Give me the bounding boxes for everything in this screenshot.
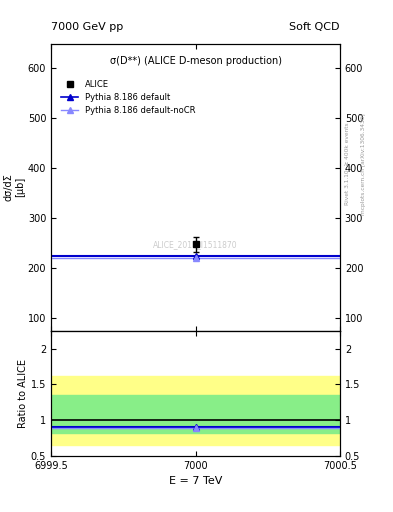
Legend: ALICE, Pythia 8.186 default, Pythia 8.186 default-noCR: ALICE, Pythia 8.186 default, Pythia 8.18… [58, 76, 198, 118]
Text: mcplots.cern.ch [arXiv:1306.3436]: mcplots.cern.ch [arXiv:1306.3436] [361, 113, 366, 215]
Text: ALICE_2017_I1511870: ALICE_2017_I1511870 [153, 240, 238, 249]
Text: Rivet 3.1.10, ≥ 400k events: Rivet 3.1.10, ≥ 400k events [345, 122, 350, 205]
Bar [51, 376, 340, 445]
Y-axis label: dσ/dΣ
[µb]: dσ/dΣ [µb] [4, 173, 25, 201]
Text: Soft QCD: Soft QCD [290, 22, 340, 32]
Text: σ(D**) (ALICE D-meson production): σ(D**) (ALICE D-meson production) [110, 56, 281, 67]
Y-axis label: Ratio to ALICE: Ratio to ALICE [18, 359, 28, 428]
X-axis label: E = 7 TeV: E = 7 TeV [169, 476, 222, 486]
Text: 7000 GeV pp: 7000 GeV pp [51, 22, 123, 32]
Bar [51, 395, 340, 433]
